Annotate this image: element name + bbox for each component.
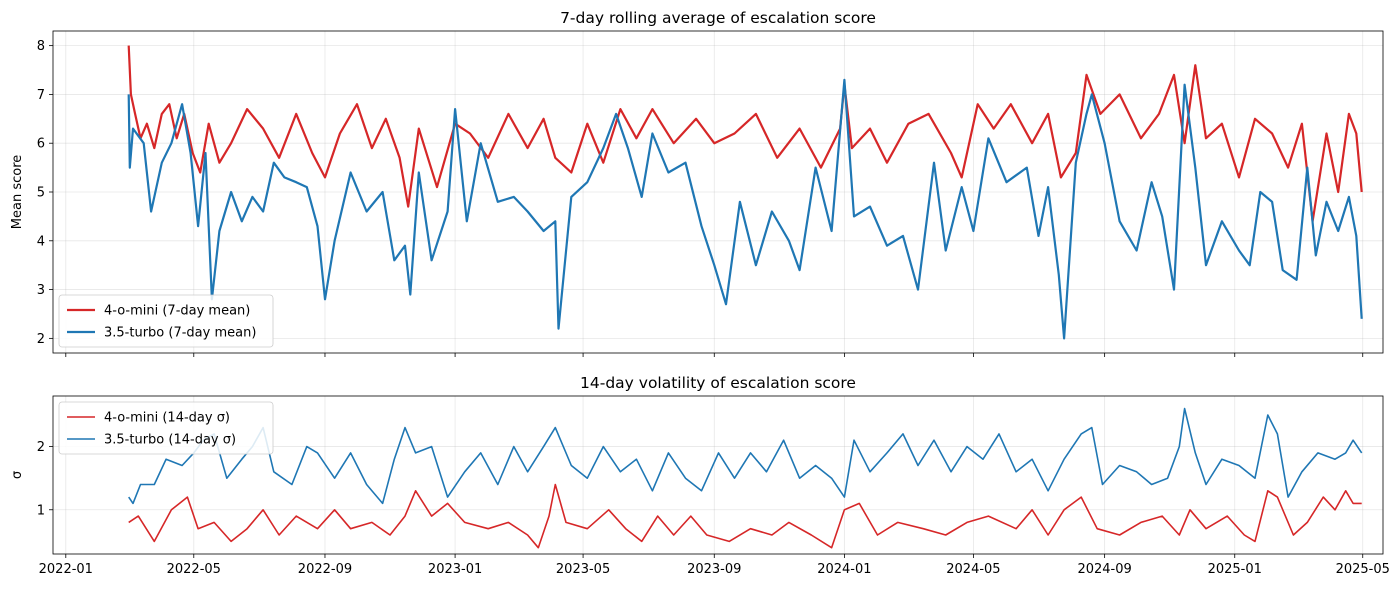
x-tick-label: 2025-05 xyxy=(1336,562,1389,577)
y-axis-label: σ xyxy=(10,471,25,479)
x-tick-label: 2025-01 xyxy=(1208,562,1262,577)
x-tick-label: 2024-09 xyxy=(1077,562,1131,577)
legend-box xyxy=(58,294,274,348)
legend: 4-o-mini (14-day σ) 3.5-turbo (14-day σ) xyxy=(58,401,274,455)
chart-title: 14-day volatility of escalation score xyxy=(580,374,856,392)
legend: 4-o-mini (7-day mean) 3.5-turbo (7-day me… xyxy=(58,294,274,348)
x-tick-label: 2022-05 xyxy=(167,562,221,577)
chart-title: 7-day rolling average of escalation scor… xyxy=(560,9,876,27)
legend-label: 3.5-turbo (7-day mean) xyxy=(104,326,256,341)
chart-panel-2: 2022-01 2022-05 2022-09 2023-01 2023-05 2023-… xyxy=(10,374,1389,577)
y-tick-label: 4 xyxy=(37,234,45,249)
x-tick-label: 2022-09 xyxy=(298,562,352,577)
y-tick-label: 3 xyxy=(37,283,45,298)
series-line-2 xyxy=(128,407,1363,505)
y-tick-label: 5 xyxy=(37,186,45,201)
series-line-2 xyxy=(127,78,1363,340)
y-tick-label: 6 xyxy=(37,137,45,152)
series-line-1 xyxy=(127,45,1363,223)
chart-panel-1: 2 3 4 5 6 7 8 7-day rolling average of escalati… xyxy=(10,9,1384,357)
x-tick-label: 2023-09 xyxy=(687,562,741,577)
legend-label: 4-o-mini (14-day σ) xyxy=(104,411,230,426)
legend-box xyxy=(58,401,274,455)
series-line-1 xyxy=(128,483,1362,549)
legend-label: 4-o-mini (7-day mean) xyxy=(104,304,250,319)
x-tick-label: 2022-01 xyxy=(39,562,93,577)
x-tick-label: 2024-05 xyxy=(946,562,1000,577)
y-tick-label: 7 xyxy=(37,88,45,103)
y-tick-label: 1 xyxy=(37,503,45,518)
y-tick-label: 2 xyxy=(37,332,45,347)
y-axis-label: Mean score xyxy=(10,155,25,229)
legend-label: 3.5-turbo (14-day σ) xyxy=(104,433,236,448)
x-tick-label: 2023-05 xyxy=(556,562,610,577)
x-tick-label: 2023-01 xyxy=(428,562,482,577)
plot-frame xyxy=(52,395,1384,555)
y-tick-label: 2 xyxy=(37,440,45,455)
x-tick-label: 2024-01 xyxy=(817,562,871,577)
y-tick-label: 8 xyxy=(37,39,45,54)
